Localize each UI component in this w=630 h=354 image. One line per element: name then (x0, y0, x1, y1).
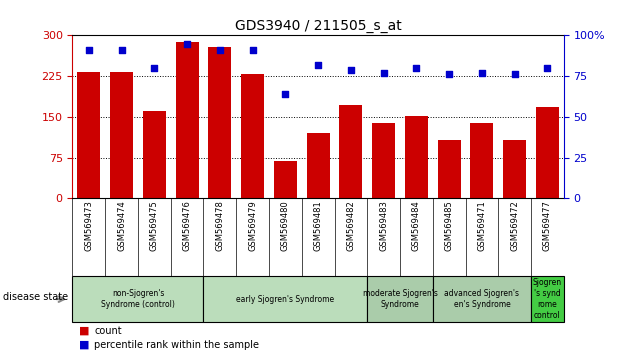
Title: GDS3940 / 211505_s_at: GDS3940 / 211505_s_at (235, 19, 401, 33)
Point (215, 47, 225, 53)
Text: disease state: disease state (3, 292, 68, 302)
Text: early Sjogren's Syndrome: early Sjogren's Syndrome (236, 295, 335, 304)
Point (542, 65, 553, 71)
Text: moderate Sjogren's
Syndrome: moderate Sjogren's Syndrome (363, 289, 437, 309)
Text: ■: ■ (79, 340, 89, 350)
Text: GSM569472: GSM569472 (510, 201, 519, 251)
Bar (143, 112, 166, 198)
Bar (110, 72, 133, 198)
Bar (340, 105, 362, 198)
Bar (176, 42, 198, 198)
Text: GSM569478: GSM569478 (215, 201, 224, 251)
Point (411, 65, 421, 71)
Point (84, 47, 94, 53)
Bar (203, 276, 367, 322)
Point (149, 65, 159, 71)
Point (313, 62, 323, 68)
Text: GSM569482: GSM569482 (346, 201, 355, 251)
Text: GSM569479: GSM569479 (248, 201, 257, 251)
Text: non-Sjogren's
Syndrome (control): non-Sjogren's Syndrome (control) (101, 289, 175, 309)
Text: GSM569474: GSM569474 (117, 201, 126, 251)
Text: GSM569476: GSM569476 (183, 201, 192, 251)
Bar (503, 139, 526, 198)
Bar (72, 276, 203, 322)
Bar (307, 133, 329, 198)
Point (346, 67, 356, 73)
Text: GSM569480: GSM569480 (281, 201, 290, 251)
Bar (536, 107, 559, 198)
Point (248, 47, 258, 53)
Bar (438, 139, 461, 198)
Bar (209, 47, 231, 198)
Text: GSM569484: GSM569484 (412, 201, 421, 251)
Text: GSM569481: GSM569481 (314, 201, 323, 251)
Text: GSM569483: GSM569483 (379, 201, 388, 251)
Text: ■: ■ (79, 326, 89, 336)
Text: count: count (94, 326, 122, 336)
Text: GSM569475: GSM569475 (150, 201, 159, 251)
Bar (433, 276, 531, 322)
Text: percentile rank within the sample: percentile rank within the sample (94, 340, 260, 350)
Point (477, 70, 487, 76)
Text: Sjogren
's synd
rome
control: Sjogren 's synd rome control (533, 278, 562, 320)
Text: advanced Sjogren's
en's Syndrome: advanced Sjogren's en's Syndrome (444, 289, 520, 309)
Bar (77, 72, 100, 198)
Point (510, 72, 520, 77)
Bar (372, 123, 395, 198)
Bar (367, 276, 433, 322)
Point (182, 41, 192, 46)
Text: GSM569485: GSM569485 (445, 201, 454, 251)
Bar (531, 276, 564, 322)
Text: GSM569471: GSM569471 (478, 201, 486, 251)
Bar (274, 161, 297, 198)
Text: GSM569477: GSM569477 (543, 201, 552, 251)
Point (280, 91, 290, 97)
Point (444, 72, 454, 77)
Point (117, 47, 127, 53)
Point (379, 70, 389, 76)
Bar (405, 116, 428, 198)
Text: GSM569473: GSM569473 (84, 201, 93, 251)
Bar (471, 123, 493, 198)
Bar (241, 74, 264, 198)
